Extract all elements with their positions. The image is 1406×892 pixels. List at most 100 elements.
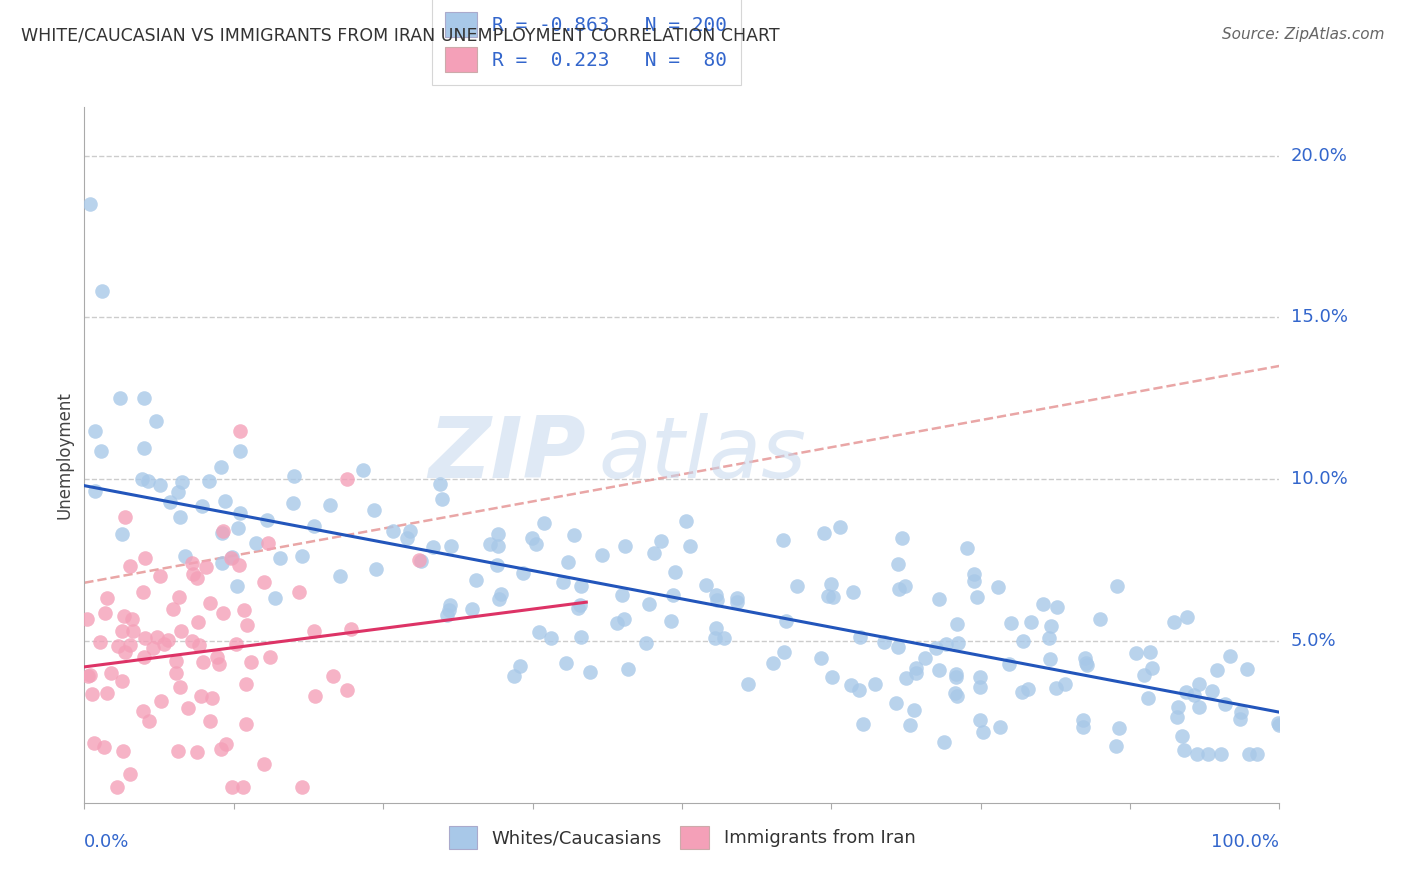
Point [319,498,342,512]
Point [240,655,263,669]
Point [1105,739,1128,753]
Point [79,197,101,211]
Point [336,682,359,697]
Point [120,766,142,780]
Point [887,557,910,571]
Text: 15.0%: 15.0% [1291,309,1347,326]
Point [105,780,128,794]
Point [617,662,640,676]
Point [488,591,510,606]
Point [1246,747,1268,762]
Point [156,632,179,647]
Point [146,630,169,644]
Point [132,585,155,599]
Point [181,634,204,648]
Point [232,603,254,617]
Point [706,621,728,635]
Point [972,724,994,739]
Point [166,744,188,758]
Text: 5.0%: 5.0% [1291,632,1336,650]
Point [436,607,458,622]
Point [905,666,928,681]
Point [228,558,250,573]
Point [842,585,865,599]
Point [554,656,576,670]
Point [775,614,797,628]
Point [1045,681,1067,695]
Point [567,600,589,615]
Point [898,717,921,731]
Point [165,666,187,681]
Point [1239,747,1261,762]
Point [339,622,361,636]
Point [118,558,141,573]
Point [132,704,155,718]
Point [1219,649,1241,664]
Point [966,590,988,604]
Point [551,574,574,589]
Point [198,714,221,729]
Point [461,602,484,616]
Point [322,669,344,683]
Point [614,539,637,553]
Point [214,494,236,508]
Point [890,531,912,545]
Point [969,713,991,727]
Point [232,780,254,794]
Point [1167,700,1189,714]
Point [1137,691,1160,706]
Text: 20.0%: 20.0% [1291,146,1347,165]
Point [150,694,173,708]
Point [1139,645,1161,659]
Point [169,680,191,694]
Point [167,485,190,500]
Point [887,582,910,596]
Point [209,742,232,756]
Point [132,441,155,455]
Point [664,565,686,579]
Point [131,472,153,486]
Text: atlas: atlas [599,413,806,497]
Point [1076,656,1098,670]
Y-axis label: Unemployment: Unemployment [55,391,73,519]
Point [149,478,172,492]
Point [114,510,136,524]
Text: Source: ZipAtlas.com: Source: ZipAtlas.com [1222,27,1385,42]
Point [225,579,247,593]
Point [352,463,374,477]
Point [100,665,122,680]
Point [564,528,586,542]
Point [1206,663,1229,677]
Point [176,701,198,715]
Point [987,580,1010,594]
Point [215,737,238,751]
Point [132,650,156,665]
Point [440,539,463,553]
Point [1073,720,1095,734]
Point [823,590,845,604]
Point [209,459,232,474]
Point [675,514,697,528]
Point [997,657,1019,672]
Point [107,639,129,653]
Point [1133,668,1156,682]
Point [1088,612,1111,626]
Point [172,475,194,489]
Point [221,549,243,564]
Point [1268,718,1291,732]
Point [610,588,633,602]
Point [409,554,432,568]
Point [80,687,103,701]
Point [198,475,221,489]
Point [725,591,748,606]
Point [894,579,917,593]
Point [170,624,193,639]
Point [195,559,218,574]
Point [142,641,165,656]
Point [1213,698,1236,712]
Point [1175,609,1198,624]
Point [149,569,172,583]
Point [288,585,311,599]
Point [439,598,461,612]
Point [1201,684,1223,698]
